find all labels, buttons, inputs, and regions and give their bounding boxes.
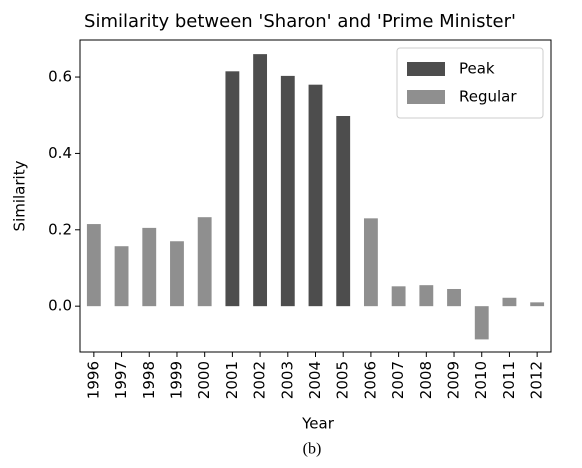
x-tick-label: 2006 <box>361 361 379 399</box>
legend-label: Peak <box>459 60 495 78</box>
x-tick-label: 2008 <box>417 361 435 399</box>
x-tick-label: 1999 <box>167 361 185 399</box>
bar <box>280 75 295 307</box>
bar <box>502 297 517 307</box>
x-tick-label: 2011 <box>500 361 518 399</box>
x-tick-label: 2012 <box>528 361 546 399</box>
bar <box>142 227 157 307</box>
x-tick-label: 1996 <box>84 361 102 399</box>
y-axis-label: Similarity <box>11 160 29 231</box>
bar <box>336 115 351 307</box>
x-tick-label: 2003 <box>278 361 296 399</box>
plot-frame <box>79 39 552 353</box>
x-tick-label: 2005 <box>334 361 352 399</box>
legend-swatch <box>407 62 445 76</box>
x-tick-label: 1997 <box>112 361 130 399</box>
bar <box>253 54 268 307</box>
x-tick-label: 2004 <box>306 361 324 399</box>
bar <box>391 286 406 307</box>
x-tick-label: 2007 <box>389 361 407 399</box>
x-tick-label: 2010 <box>472 361 490 399</box>
caption: (b) <box>303 441 322 458</box>
bar <box>530 302 545 307</box>
y-tick-label: 0.6 <box>48 68 72 86</box>
bar <box>474 306 489 340</box>
bar <box>170 241 184 307</box>
bar <box>447 288 461 307</box>
bar <box>225 71 240 307</box>
bar <box>308 84 323 307</box>
x-tick-label: 2002 <box>251 361 269 399</box>
bar <box>363 218 378 307</box>
x-tick-label: 2000 <box>195 361 213 399</box>
x-tick-label: 2001 <box>223 361 241 399</box>
bar <box>86 224 101 307</box>
y-tick-label: 0.0 <box>48 297 72 315</box>
legend-swatch <box>407 90 445 104</box>
x-tick-label: 2009 <box>445 361 463 399</box>
chart-title: Similarity between 'Sharon' and 'Prime M… <box>84 11 516 32</box>
legend-box <box>396 47 544 119</box>
x-tick-label: 1998 <box>140 361 158 399</box>
x-axis-label: Year <box>301 415 335 433</box>
bar <box>419 285 434 307</box>
legend-label: Regular <box>459 88 517 106</box>
bar <box>197 217 212 307</box>
y-tick-label: 0.2 <box>48 220 72 238</box>
bar <box>114 246 129 307</box>
y-tick-label: 0.4 <box>48 144 72 162</box>
